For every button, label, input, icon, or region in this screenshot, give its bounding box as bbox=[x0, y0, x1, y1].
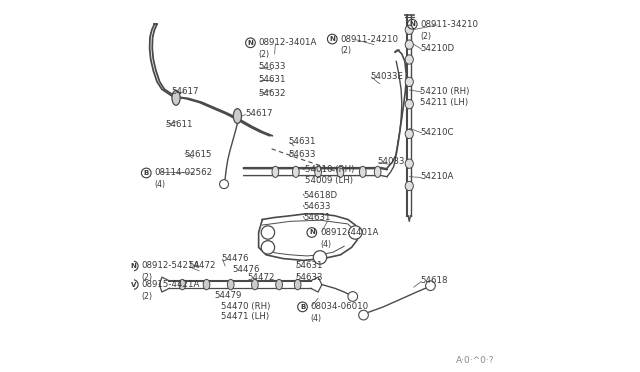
Text: 54618D: 54618D bbox=[303, 191, 337, 200]
Text: 08911-24210: 08911-24210 bbox=[340, 35, 399, 44]
Text: 08912-4401A: 08912-4401A bbox=[320, 228, 378, 237]
Circle shape bbox=[314, 251, 326, 264]
Circle shape bbox=[349, 226, 362, 239]
Ellipse shape bbox=[179, 279, 186, 290]
Circle shape bbox=[261, 226, 275, 239]
Text: A·0·^0·?: A·0·^0·? bbox=[456, 356, 495, 365]
Text: 54476: 54476 bbox=[232, 265, 260, 274]
Text: 54631: 54631 bbox=[289, 137, 316, 146]
Text: B: B bbox=[300, 304, 305, 310]
Text: 54631: 54631 bbox=[259, 76, 286, 84]
Ellipse shape bbox=[272, 166, 278, 177]
Text: 54633: 54633 bbox=[289, 150, 316, 159]
Ellipse shape bbox=[276, 279, 282, 290]
Ellipse shape bbox=[405, 159, 413, 168]
Text: 54210A: 54210A bbox=[420, 172, 454, 181]
Ellipse shape bbox=[405, 100, 413, 109]
Text: 54010 (RH): 54010 (RH) bbox=[305, 165, 355, 174]
Ellipse shape bbox=[374, 166, 381, 177]
Text: 54617: 54617 bbox=[172, 87, 198, 96]
Text: N: N bbox=[309, 230, 315, 235]
Text: 54472: 54472 bbox=[188, 262, 216, 270]
Text: (4): (4) bbox=[310, 314, 322, 323]
Text: N: N bbox=[410, 21, 415, 27]
Circle shape bbox=[426, 281, 435, 291]
Text: 54472: 54472 bbox=[248, 273, 275, 282]
Ellipse shape bbox=[405, 40, 413, 49]
Circle shape bbox=[358, 310, 369, 320]
Circle shape bbox=[348, 292, 358, 301]
Text: 08912-3401A: 08912-3401A bbox=[259, 38, 317, 47]
Ellipse shape bbox=[405, 181, 413, 190]
Ellipse shape bbox=[405, 55, 413, 64]
Ellipse shape bbox=[252, 279, 259, 290]
Text: 54618: 54618 bbox=[420, 276, 448, 285]
Text: 54615: 54615 bbox=[184, 150, 212, 159]
Ellipse shape bbox=[337, 166, 344, 177]
Ellipse shape bbox=[203, 279, 210, 290]
Text: 08911-34210: 08911-34210 bbox=[420, 20, 479, 29]
Text: 54210C: 54210C bbox=[420, 128, 454, 137]
Text: 54210 (RH): 54210 (RH) bbox=[420, 87, 470, 96]
Text: (2): (2) bbox=[259, 50, 269, 59]
Text: (4): (4) bbox=[320, 240, 331, 249]
Text: 54631: 54631 bbox=[296, 262, 323, 270]
Ellipse shape bbox=[315, 166, 321, 177]
Text: V: V bbox=[131, 282, 136, 288]
Text: (2): (2) bbox=[141, 292, 152, 301]
Text: (2): (2) bbox=[420, 32, 431, 41]
Text: 54632: 54632 bbox=[259, 89, 286, 97]
Text: 54631: 54631 bbox=[303, 213, 331, 222]
Text: 54617: 54617 bbox=[246, 109, 273, 118]
Text: 54633: 54633 bbox=[303, 202, 331, 211]
Ellipse shape bbox=[360, 166, 366, 177]
Text: 54211 (LH): 54211 (LH) bbox=[420, 98, 468, 107]
Text: 54009 (LH): 54009 (LH) bbox=[305, 176, 353, 185]
Text: 54611: 54611 bbox=[166, 120, 193, 129]
Ellipse shape bbox=[292, 166, 299, 177]
Text: N: N bbox=[131, 263, 136, 269]
Text: 54470 (RH): 54470 (RH) bbox=[221, 302, 271, 311]
Circle shape bbox=[220, 180, 228, 189]
Ellipse shape bbox=[227, 279, 234, 290]
Text: N: N bbox=[248, 40, 253, 46]
Ellipse shape bbox=[294, 279, 301, 290]
Text: 54476: 54476 bbox=[221, 254, 249, 263]
Ellipse shape bbox=[405, 129, 413, 138]
Ellipse shape bbox=[405, 77, 413, 86]
Ellipse shape bbox=[172, 90, 180, 105]
Text: 54033: 54033 bbox=[378, 157, 405, 166]
Text: 54633: 54633 bbox=[296, 273, 323, 282]
Text: 54033E: 54033E bbox=[370, 72, 403, 81]
Text: (2): (2) bbox=[340, 46, 351, 55]
Text: 08915-4421A: 08915-4421A bbox=[141, 280, 200, 289]
Text: 54479: 54479 bbox=[214, 291, 241, 300]
Text: 54210D: 54210D bbox=[420, 44, 454, 53]
Text: B: B bbox=[143, 170, 149, 176]
Text: 08034-06010: 08034-06010 bbox=[310, 302, 369, 311]
Text: 08114-02562: 08114-02562 bbox=[154, 169, 212, 177]
Ellipse shape bbox=[234, 109, 241, 124]
Ellipse shape bbox=[405, 25, 413, 34]
Text: (4): (4) bbox=[154, 180, 166, 189]
Text: (2): (2) bbox=[141, 273, 152, 282]
Text: N: N bbox=[330, 36, 335, 42]
Text: 54471 (LH): 54471 (LH) bbox=[221, 312, 269, 321]
Text: 54633: 54633 bbox=[259, 62, 286, 71]
Circle shape bbox=[261, 241, 275, 254]
Text: 08912-5421A: 08912-5421A bbox=[141, 262, 200, 270]
